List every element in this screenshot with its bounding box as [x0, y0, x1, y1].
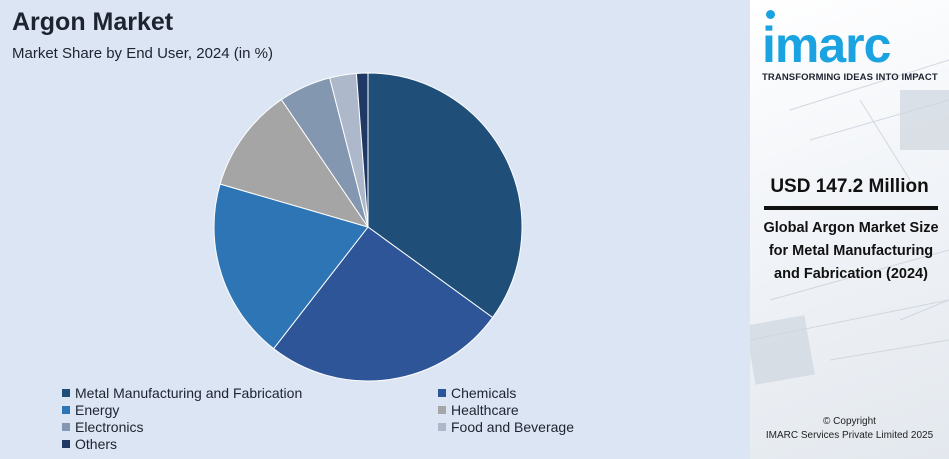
copyright-line-1: © Copyright	[823, 416, 876, 427]
brand-tagline: TRANSFORMING IDEAS INTO IMPACT	[762, 72, 938, 83]
chart-area: Argon Market Market Share by End User, 2…	[12, 8, 622, 452]
chart-legend: Metal Manufacturing and Fabrication Chemi…	[62, 384, 622, 452]
legend-label: Healthcare	[451, 401, 519, 418]
legend-item: Electronics	[62, 418, 438, 435]
pie-slice-healthcare	[219, 98, 370, 228]
chart-title: Argon Market	[12, 8, 174, 36]
imarc-logo: imarc	[760, 6, 945, 86]
legend-item: Energy	[62, 401, 438, 418]
legend-swatch-icon	[62, 422, 70, 431]
legend-label: Electronics	[75, 418, 144, 435]
logo-text: imarc	[762, 17, 891, 73]
legend-swatch-icon	[438, 405, 446, 414]
background-decoration	[750, 59, 949, 385]
pie-slice-others	[355, 72, 369, 228]
legend-item: Others	[62, 435, 438, 452]
legend-item: Metal Manufacturing and Fabrication	[62, 384, 438, 401]
legend-swatch-icon	[62, 388, 70, 397]
legend-swatch-icon	[438, 422, 446, 431]
copyright: © Copyright IMARC Services Private Limit…	[750, 415, 949, 443]
legend-label: Metal Manufacturing and Fabrication	[75, 384, 303, 401]
side-panel: imarc TRANSFORMING IDEAS INTO IMPACT USD…	[750, 0, 949, 459]
pie-chart	[213, 72, 523, 382]
legend-swatch-icon	[62, 405, 70, 414]
legend-label: Chemicals	[451, 384, 517, 401]
logo-dot-icon	[766, 10, 775, 19]
market-size-value: USD 147.2 Million	[770, 176, 929, 197]
legend-label: Food and Beverage	[451, 418, 574, 435]
chart-subtitle: Market Share by End User, 2024 (in %)	[12, 45, 273, 62]
legend-swatch-icon	[62, 439, 70, 448]
market-size-description: Global Argon Market Size for Metal Manuf…	[763, 220, 939, 282]
legend-label: Others	[75, 435, 118, 452]
legend-item: Healthcare	[438, 401, 622, 418]
pie-slice-chemicals	[272, 226, 494, 382]
legend-item: Food and Beverage	[438, 418, 622, 435]
divider	[764, 206, 938, 210]
legend-swatch-icon	[438, 388, 446, 397]
pie-slice-metal-manufacturing-and-fabrication	[367, 72, 523, 319]
legend-label: Energy	[75, 401, 120, 418]
pie-slice-energy	[213, 183, 369, 350]
legend-item: Chemicals	[438, 384, 622, 401]
copyright-line-2: IMARC Services Private Limited 2025	[765, 430, 934, 441]
